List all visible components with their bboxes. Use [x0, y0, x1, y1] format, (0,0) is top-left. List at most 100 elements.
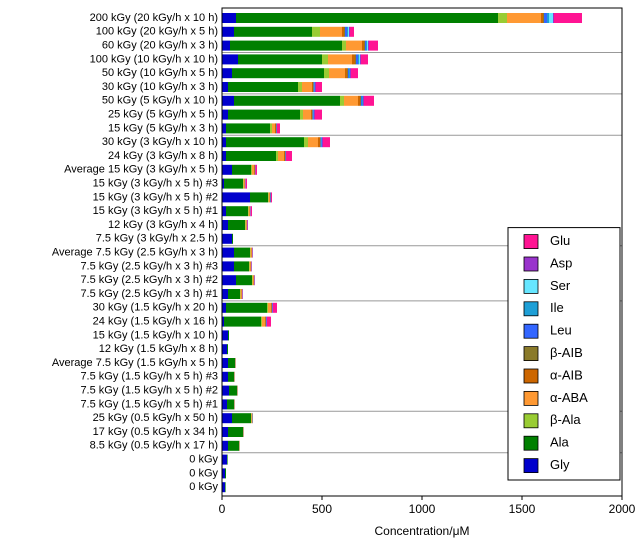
- bar-segment: [250, 247, 251, 258]
- y-tick-label: 100 kGy (20 kGy/h x 5 h): [96, 26, 218, 38]
- bar-segment: [272, 302, 273, 313]
- y-tick-label: 15 kGy (3 kGy/h x 5 h) #2: [93, 191, 218, 203]
- bar-segment: [298, 82, 302, 92]
- bar-segment: [252, 275, 254, 286]
- bar-segment: [315, 109, 322, 120]
- bar-segment: [364, 40, 365, 51]
- legend-label: Ala: [550, 435, 570, 450]
- legend-label: β-AIB: [550, 345, 583, 360]
- y-tick-label: 24 kGy (1.5 kGy/h x 16 h): [93, 316, 218, 328]
- bar-segment: [222, 275, 236, 286]
- bar-segment: [226, 206, 248, 217]
- bar-segment: [248, 206, 250, 217]
- bar-segment: [228, 440, 239, 451]
- y-tick-label: 0 kGy: [189, 467, 218, 479]
- bar-segment: [229, 385, 237, 396]
- bar-segment: [359, 54, 360, 65]
- bar-segment: [222, 316, 224, 327]
- bar-segment: [222, 233, 232, 244]
- legend-swatch: [523, 301, 539, 317]
- bar-segment: [232, 68, 324, 79]
- bar-segment: [222, 482, 225, 493]
- bar-segment: [222, 68, 232, 79]
- y-tick-label: 0 kGy: [189, 454, 218, 466]
- bar-segment: [252, 275, 253, 286]
- bar-segment: [248, 206, 249, 217]
- bar-segment: [265, 316, 266, 327]
- bar-segment: [250, 206, 252, 217]
- bar-segment: [250, 247, 252, 258]
- bar-segment: [361, 54, 368, 65]
- y-tick-label: 8.5 kGy (0.5 kGy/h x 17 h): [90, 440, 218, 452]
- bar-segment: [345, 26, 347, 37]
- bar-segment: [238, 54, 322, 65]
- bar-segment: [366, 40, 367, 51]
- bar-segment: [350, 68, 351, 79]
- legend-label: Asp: [550, 255, 572, 270]
- legend-label: Glu: [550, 233, 570, 248]
- bar-segment: [228, 82, 298, 92]
- bar-segment: [222, 109, 228, 120]
- bar-segment: [271, 302, 272, 313]
- bar-segment: [322, 137, 323, 148]
- bar-segment: [543, 13, 544, 23]
- bar-segment: [228, 289, 240, 299]
- bar-segment: [230, 40, 342, 51]
- legend-label: α-AIB: [550, 367, 583, 382]
- bar-segment: [228, 427, 243, 437]
- x-tick-label: 1500: [509, 502, 536, 516]
- bar-segment: [222, 385, 229, 396]
- bar-segment: [311, 109, 312, 120]
- bar-segment: [312, 109, 313, 120]
- y-tick-label: 25 kGy (0.5 kGy/h x 50 h): [93, 412, 218, 424]
- bar-segment: [222, 289, 228, 299]
- y-tick-label: 15 kGy (1.5 kGy/h x 10 h): [93, 329, 218, 341]
- bar-segment: [346, 40, 362, 51]
- bar-segment: [323, 137, 330, 148]
- legend-swatch: [523, 413, 539, 429]
- bar-segment: [347, 26, 348, 37]
- y-tick-label: 7.5 kGy (1.5 kGy/h x 5 h) #3: [80, 371, 218, 383]
- y-tick-label: 25 kGy (5 kGy/h x 5 h): [108, 109, 218, 121]
- bar-segment: [275, 123, 276, 134]
- bar-segment: [362, 95, 363, 106]
- bar-segment: [313, 82, 315, 92]
- legend-swatch: [523, 323, 539, 339]
- bar-segment: [547, 13, 549, 23]
- bar-segment: [222, 123, 226, 134]
- bar-segment: [314, 109, 315, 120]
- bar-segment: [251, 413, 253, 424]
- bar-segment: [261, 316, 262, 327]
- bar-segment: [255, 164, 257, 175]
- y-tick-label: 50 kGy (5 kGy/h x 10 h): [102, 95, 218, 107]
- bar-segment: [268, 302, 271, 313]
- bar-segment: [286, 151, 292, 161]
- bar-segment: [222, 192, 250, 203]
- bar-segment: [345, 68, 347, 79]
- legend-swatch: [523, 278, 539, 294]
- bar-segment: [348, 26, 349, 37]
- bar-segment: [262, 316, 265, 327]
- x-tick-label: 500: [312, 502, 332, 516]
- bar-segment: [278, 151, 284, 161]
- bar-segment: [222, 247, 234, 258]
- bar-segment: [226, 302, 267, 313]
- bar-segment: [222, 399, 227, 410]
- bar-segment: [234, 26, 312, 37]
- bar-segment: [240, 289, 241, 299]
- bar-segment: [352, 54, 355, 65]
- y-tick-label: 15 kGy (3 kGy/h x 5 h) #3: [93, 178, 218, 190]
- bar-segment: [249, 261, 251, 272]
- bar-segment: [342, 40, 346, 51]
- bar-segment: [276, 151, 278, 161]
- bar-segment: [225, 468, 226, 479]
- bar-segment: [554, 13, 582, 23]
- bar-segment: [329, 68, 345, 79]
- legend-label: Gly: [550, 457, 570, 472]
- bar-segment: [222, 413, 232, 424]
- legend-swatch: [523, 390, 539, 406]
- bar-segment: [285, 151, 286, 161]
- y-tick-label: 0 kGy: [189, 481, 218, 493]
- bar-segment: [232, 233, 233, 244]
